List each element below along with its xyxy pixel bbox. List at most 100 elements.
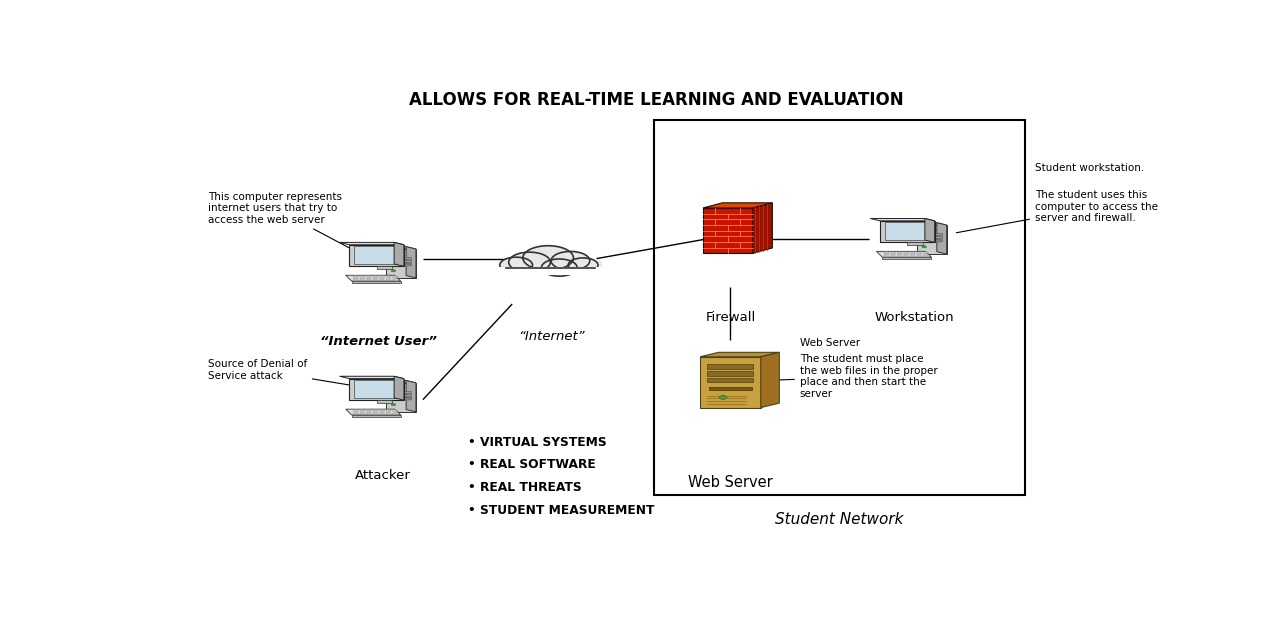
Polygon shape xyxy=(910,255,915,256)
Text: Workstation: Workstation xyxy=(874,311,954,324)
Polygon shape xyxy=(376,247,416,249)
Polygon shape xyxy=(360,413,365,414)
Polygon shape xyxy=(355,247,399,264)
Text: The student must place
the web files in the proper
place and then start the
serv: The student must place the web files in … xyxy=(765,354,937,399)
Polygon shape xyxy=(392,276,398,277)
Polygon shape xyxy=(366,278,371,279)
Polygon shape xyxy=(760,352,780,407)
Polygon shape xyxy=(353,278,358,279)
Polygon shape xyxy=(385,413,392,414)
Polygon shape xyxy=(406,381,416,412)
Text: • REAL SOFTWARE: • REAL SOFTWARE xyxy=(467,458,595,471)
Text: The student uses this
computer to access the
server and firewall.: The student uses this computer to access… xyxy=(956,190,1158,233)
Polygon shape xyxy=(394,376,404,400)
Polygon shape xyxy=(339,242,404,245)
Polygon shape xyxy=(923,255,928,256)
Text: • STUDENT MEASUREMENT: • STUDENT MEASUREMENT xyxy=(467,504,654,517)
Polygon shape xyxy=(355,380,399,398)
Polygon shape xyxy=(394,242,404,266)
Polygon shape xyxy=(708,378,754,382)
Polygon shape xyxy=(352,281,401,283)
Circle shape xyxy=(552,252,590,270)
Polygon shape xyxy=(379,410,384,411)
Text: Web Server: Web Server xyxy=(800,338,860,348)
Polygon shape xyxy=(910,252,915,253)
Text: “Internet”: “Internet” xyxy=(518,330,585,343)
Polygon shape xyxy=(897,252,902,253)
Polygon shape xyxy=(385,279,392,281)
Polygon shape xyxy=(883,253,890,255)
Polygon shape xyxy=(925,219,934,242)
Polygon shape xyxy=(390,263,411,265)
Polygon shape xyxy=(922,239,942,241)
Polygon shape xyxy=(379,276,384,277)
Circle shape xyxy=(719,396,727,399)
Polygon shape xyxy=(360,410,365,411)
Polygon shape xyxy=(376,400,392,403)
Polygon shape xyxy=(891,255,896,256)
Polygon shape xyxy=(346,409,401,415)
Polygon shape xyxy=(883,255,890,256)
Polygon shape xyxy=(366,413,371,414)
Polygon shape xyxy=(392,279,398,281)
Polygon shape xyxy=(897,255,902,256)
Polygon shape xyxy=(877,252,932,257)
Polygon shape xyxy=(870,219,934,221)
Polygon shape xyxy=(360,278,365,279)
Polygon shape xyxy=(881,221,934,242)
Circle shape xyxy=(392,270,396,272)
Polygon shape xyxy=(376,266,392,269)
Text: “Internet User”: “Internet User” xyxy=(320,335,436,348)
Polygon shape xyxy=(379,413,384,414)
Polygon shape xyxy=(366,279,371,281)
Polygon shape xyxy=(387,383,416,412)
Polygon shape xyxy=(372,278,378,279)
Polygon shape xyxy=(916,225,947,254)
Text: Source of Denial of
Service attack: Source of Denial of Service attack xyxy=(207,359,348,385)
Polygon shape xyxy=(392,278,398,279)
Polygon shape xyxy=(379,279,384,281)
Polygon shape xyxy=(366,276,371,277)
Polygon shape xyxy=(891,252,896,253)
Polygon shape xyxy=(360,279,365,281)
Polygon shape xyxy=(379,278,384,279)
Polygon shape xyxy=(709,387,751,390)
Polygon shape xyxy=(703,208,753,253)
Polygon shape xyxy=(387,249,416,278)
Polygon shape xyxy=(390,398,411,400)
Polygon shape xyxy=(349,379,404,400)
Polygon shape xyxy=(390,260,411,262)
Polygon shape xyxy=(346,275,401,281)
Circle shape xyxy=(392,404,396,406)
Text: • REAL THREATS: • REAL THREATS xyxy=(467,481,581,494)
Polygon shape xyxy=(406,247,416,278)
Polygon shape xyxy=(922,237,942,238)
Polygon shape xyxy=(353,410,358,411)
FancyBboxPatch shape xyxy=(498,267,605,274)
Text: Web Server: Web Server xyxy=(689,475,773,490)
Polygon shape xyxy=(700,357,760,407)
Text: Student Network: Student Network xyxy=(776,512,904,527)
Polygon shape xyxy=(390,257,411,259)
Polygon shape xyxy=(922,240,941,242)
Polygon shape xyxy=(884,222,929,240)
Polygon shape xyxy=(390,394,411,396)
Text: • VIRTUAL SYSTEMS: • VIRTUAL SYSTEMS xyxy=(467,435,607,448)
Polygon shape xyxy=(372,410,378,411)
FancyBboxPatch shape xyxy=(502,261,603,269)
Polygon shape xyxy=(385,278,392,279)
Polygon shape xyxy=(937,223,947,254)
Polygon shape xyxy=(708,365,754,369)
Polygon shape xyxy=(372,279,378,281)
Polygon shape xyxy=(908,242,923,245)
Text: Firewall: Firewall xyxy=(705,311,755,324)
Polygon shape xyxy=(916,255,922,256)
Polygon shape xyxy=(352,415,401,417)
Polygon shape xyxy=(916,253,922,255)
Polygon shape xyxy=(700,352,780,357)
Polygon shape xyxy=(922,233,942,235)
Polygon shape xyxy=(923,253,928,255)
Circle shape xyxy=(541,259,577,276)
FancyBboxPatch shape xyxy=(654,120,1025,496)
Polygon shape xyxy=(390,265,411,266)
